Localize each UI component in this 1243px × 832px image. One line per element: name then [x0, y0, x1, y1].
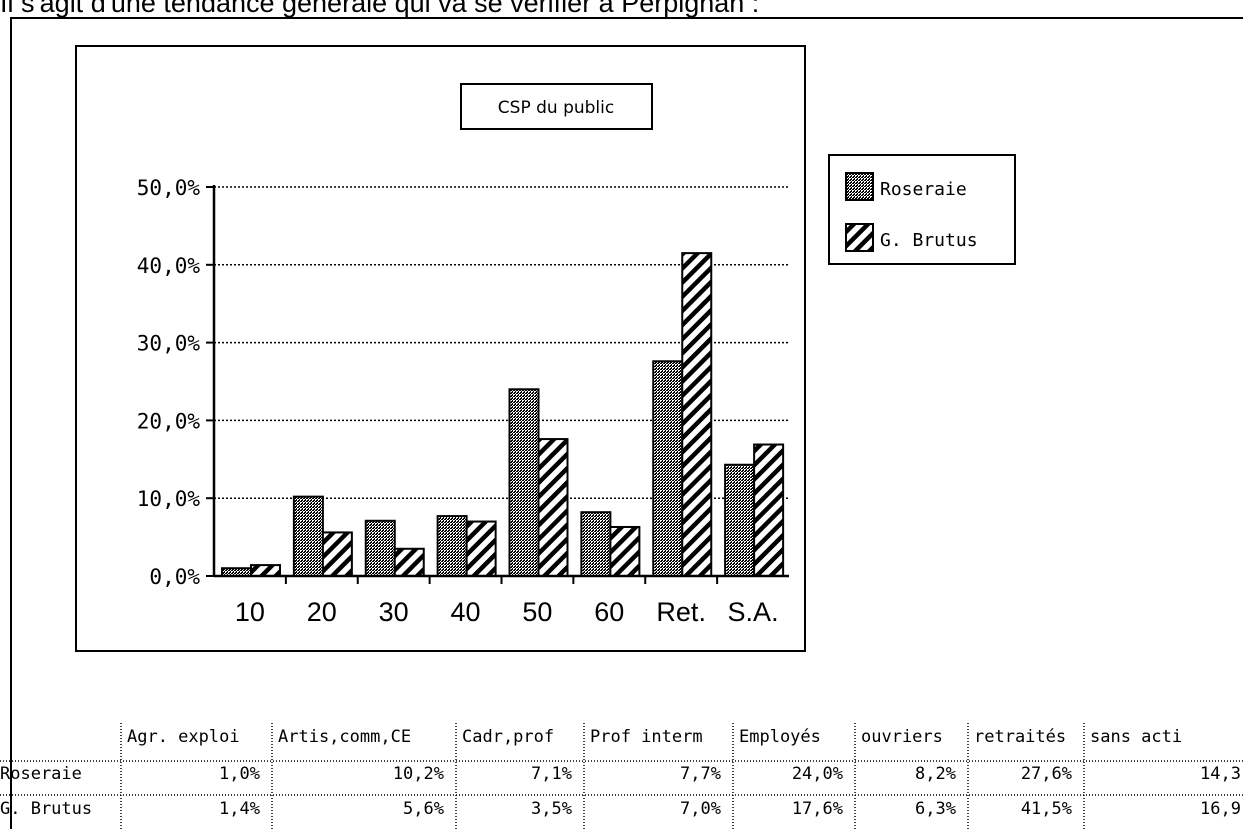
table-cell: 5,6%	[403, 799, 444, 819]
table-cell: 1,4%	[219, 799, 260, 819]
table-cell: 16,9	[1200, 799, 1241, 819]
x-tick-label: 10	[235, 597, 265, 627]
table-header-cell: sans acti	[1090, 727, 1183, 747]
table-cell: 14,3	[1200, 764, 1241, 784]
table-cell: 1,0%	[219, 764, 260, 784]
table-cell: 3,5%	[531, 799, 572, 819]
chart-title: CSP du public	[498, 98, 614, 118]
y-tick-label: 30,0%	[137, 332, 201, 356]
table-header-cell: Agr. exploi	[127, 727, 240, 747]
bar-roseraie	[580, 511, 612, 577]
x-tick-label: 50	[522, 597, 552, 627]
table-cell: 41,5%	[1020, 799, 1072, 819]
x-tick-label: 40	[451, 597, 481, 627]
y-tick-label: 10,0%	[137, 487, 201, 511]
bar-roseraie	[508, 388, 540, 577]
x-tick-label: 20	[307, 597, 337, 627]
bar-g-brutus	[465, 520, 497, 577]
bar-g-brutus	[321, 531, 353, 578]
bar-roseraie	[436, 515, 468, 577]
bar-g-brutus	[393, 547, 425, 578]
y-tick-label: 40,0%	[137, 254, 201, 278]
table-cell: 10,2%	[392, 764, 444, 784]
table-cell: 7,1%	[531, 764, 572, 784]
intro-text: Il s'agit d'une tendance générale qui va…	[0, 0, 760, 18]
table-cell: 27,6%	[1020, 764, 1072, 784]
legend-label: G. Brutus	[880, 230, 978, 251]
table-cell: 6,3%	[915, 799, 956, 819]
bar-roseraie	[724, 463, 756, 577]
legend-label: Roseraie	[880, 179, 967, 200]
y-tick-label: 0,0%	[149, 565, 200, 589]
table-cell: 24,0%	[791, 764, 843, 784]
bar-g-brutus	[753, 443, 785, 577]
bar-roseraie	[292, 495, 324, 578]
legend-swatch	[845, 223, 874, 252]
bar-roseraie	[652, 360, 684, 577]
bar-g-brutus	[609, 525, 641, 578]
x-tick-label: Ret.	[656, 597, 706, 627]
table-header-cell: ouvriers	[861, 727, 943, 747]
bar-g-brutus	[537, 438, 569, 577]
bar-g-brutus	[250, 564, 281, 577]
sheet-frame	[10, 17, 1243, 829]
table-cell: 7,7%	[680, 764, 721, 784]
y-tick-label: 20,0%	[137, 409, 201, 433]
x-tick-label: 30	[379, 597, 409, 627]
bar-roseraie	[364, 519, 396, 578]
table-cell: 17,6%	[791, 799, 843, 819]
bar-g-brutus	[681, 252, 713, 577]
table-cell: 7,0%	[680, 799, 721, 819]
chart-title-box	[460, 83, 653, 130]
table-cell: 8,2%	[915, 764, 956, 784]
y-tick-label: 50,0%	[137, 176, 201, 200]
table-header-cell: Cadr,prof	[462, 727, 555, 747]
x-tick-label: S.A.	[728, 597, 779, 627]
table-row-label: G. Brutus	[0, 799, 93, 819]
table-header-cell: Artis,comm,CE	[278, 727, 412, 747]
table-header-cell: Prof interm	[590, 727, 703, 747]
table-row-label: Roseraie	[0, 764, 82, 784]
x-tick-label: 60	[594, 597, 624, 627]
table-header-cell: retraités	[974, 727, 1067, 747]
legend-swatch	[845, 172, 874, 201]
table-header-cell: Employés	[739, 727, 821, 747]
